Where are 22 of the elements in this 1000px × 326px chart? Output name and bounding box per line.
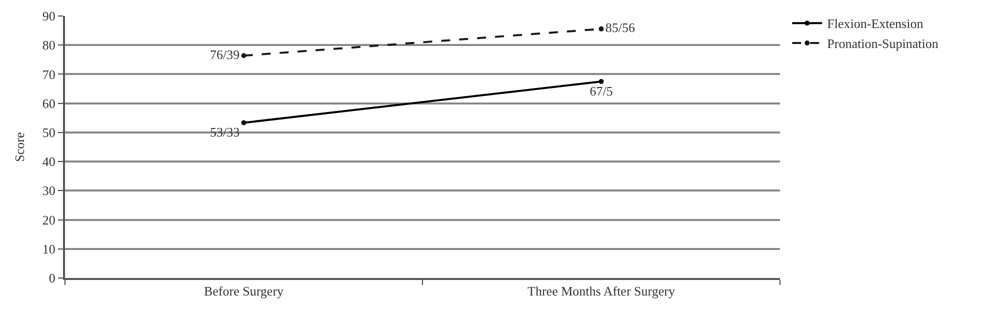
y-tick-label: 70 — [42, 66, 56, 82]
point — [598, 79, 604, 84]
x-tick-label: Before Surgery — [204, 284, 284, 299]
y-tick-label: 10 — [42, 241, 56, 256]
legend-label: Pronation-Supination — [827, 36, 939, 52]
data-label: 67/5 — [590, 83, 613, 98]
point — [241, 120, 246, 126]
point — [241, 53, 246, 58]
y-tick-label: 40 — [42, 154, 56, 170]
y-tick-label: 50 — [42, 124, 56, 140]
y-tick-label: 90 — [42, 8, 56, 24]
y-axis-title: Score — [12, 132, 27, 162]
y-tick-label: 20 — [42, 212, 56, 228]
y-tick-label: 0 — [48, 270, 56, 286]
y-tick-label: 80 — [42, 38, 56, 53]
y-tick-label: 60 — [42, 96, 56, 111]
legend-label: Flexion-Extension — [827, 16, 924, 32]
point — [598, 26, 604, 32]
x-tick-label: Three Months After Surgery — [528, 284, 676, 299]
data-label: 85/56 — [605, 20, 636, 36]
data-label: 76/39 — [210, 46, 240, 62]
y-tick-label: 30 — [42, 183, 56, 198]
